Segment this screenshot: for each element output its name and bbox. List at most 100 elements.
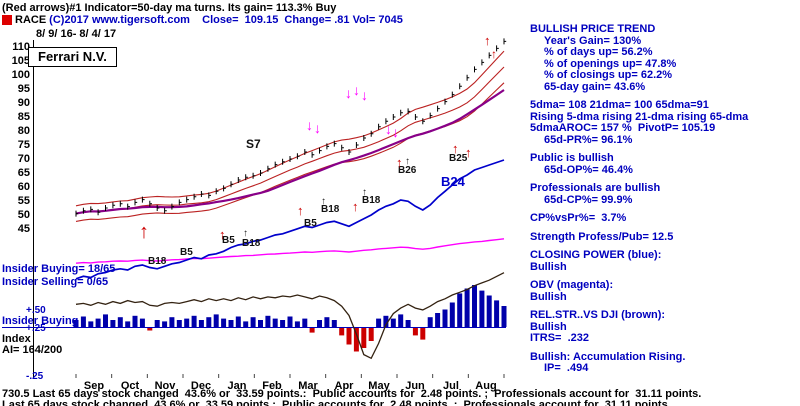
- signal-arrow-icon: ↓: [345, 85, 352, 101]
- stats-line: ITRS= .232: [530, 332, 590, 344]
- y-axis-label: 110: [12, 41, 30, 53]
- signal-arrow-icon: ↓: [314, 120, 321, 136]
- signal-label: B5: [222, 235, 235, 246]
- header-line2-text: (C)2017 www.tigersoft.com Close= 109.15 …: [49, 14, 403, 26]
- stats-line: 65d-PR%= 96.1%: [544, 133, 633, 146]
- signal-arrow-icon: ↑: [491, 47, 497, 61]
- stats-line: IP= .494: [544, 362, 589, 374]
- y-axis-label: 90: [17, 97, 30, 109]
- y-axis-label: 65: [17, 167, 30, 179]
- bullish-stats-panel: BULLISH PRICE TREND Year's Gain= 130%% of…: [530, 23, 798, 375]
- signal-label: B5: [304, 218, 317, 229]
- signal-label: B24: [441, 174, 465, 189]
- signal-arrow-icon: ↓: [392, 124, 399, 140]
- y-axis-label: 60: [17, 181, 30, 193]
- month-label: Jun: [405, 380, 425, 392]
- app-icon: [2, 15, 12, 26]
- stats-line: CP%vsPr%= 3.7%: [530, 212, 627, 224]
- chart-title-box: Ferrari N.V.: [28, 47, 117, 68]
- scale-plus50-label: +.50: [26, 305, 46, 316]
- stats-line: 65d-CP%= 99.9%: [544, 193, 633, 206]
- stats-line: Rising 5-dma rising 21-dma rising 65-dma: [530, 110, 749, 123]
- stats-line: CLOSING POWER (blue):: [530, 249, 662, 261]
- stats-line: Professionals are bullish: [530, 182, 661, 194]
- footer-line2: Last 65 days stock changed 43.6% or 33.5…: [2, 399, 671, 406]
- signal-arrow-icon: ↑: [396, 155, 403, 170]
- stats-line: Bullish: Accumulation Rising.: [530, 350, 686, 363]
- signal-label: B18: [242, 238, 261, 249]
- signal-arrow-icon: ↑: [405, 156, 410, 167]
- month-label: Feb: [262, 380, 282, 392]
- scale-plus25-label: +.25: [26, 323, 46, 334]
- signal-arrow-icon: ↑: [452, 141, 459, 156]
- y-axis-label: 80: [17, 125, 30, 137]
- y-axis-label: 85: [17, 111, 30, 123]
- month-label: Jan: [227, 380, 247, 392]
- stats-line: REL.STR..VS DJI (brown):: [530, 309, 666, 321]
- signal-arrow-icon: ↓: [361, 87, 368, 103]
- signal-label: B18: [148, 256, 167, 267]
- insider-buying-annotation: Insider Buying: [2, 315, 79, 327]
- month-label: Jul: [443, 380, 459, 392]
- ai-value-label: AI= 164/200: [2, 344, 63, 356]
- signal-arrow-icon: ↓: [385, 121, 392, 137]
- insider-selling-label: Insider Selling= 0/65: [2, 276, 109, 288]
- y-axis-label: 70: [17, 153, 30, 165]
- signal-label: B18: [321, 204, 340, 215]
- stats-line: OBV (magenta):: [530, 279, 614, 291]
- stats-line: % of closings up= 62.2%: [544, 69, 673, 81]
- stats-line: Bullish: [530, 320, 567, 333]
- month-label: Nov: [154, 380, 176, 392]
- y-axis-label: 55: [17, 195, 30, 207]
- stats-line: Bullish: [530, 290, 567, 303]
- signal-arrow-icon: ↑: [219, 227, 226, 242]
- stats-line: % of days up= 56.2%: [544, 46, 653, 58]
- y-axis-label: 45: [17, 223, 30, 235]
- signal-arrow-icon: ↑: [139, 221, 149, 243]
- signal-arrow-icon: ↑: [465, 145, 472, 160]
- header-line1: (Red arrows)#1 Indicator=50-day ma turns…: [2, 2, 337, 14]
- signal-label: S7: [246, 137, 261, 151]
- y-axis-label: 95: [17, 83, 30, 95]
- signal-arrow-icon: ↑: [297, 203, 304, 218]
- scale-minus25-label: -.25: [26, 371, 44, 382]
- month-label: Mar: [298, 380, 318, 392]
- signal-label: B25: [449, 153, 468, 164]
- signal-label: B18: [362, 195, 381, 206]
- accum-index-label: Index: [2, 333, 31, 345]
- date-range: 8/ 9/ 16- 8/ 4/ 17: [36, 28, 117, 40]
- month-label: May: [368, 380, 390, 392]
- signal-label: B26: [398, 165, 417, 176]
- y-axis-label: 100: [11, 69, 30, 81]
- stats-line: Public is bullish: [530, 152, 614, 164]
- y-axis-label: 75: [17, 139, 30, 151]
- stats-line: 65d-OP%= 46.4%: [544, 163, 633, 176]
- stats-line: 5dma= 108 21dma= 100 65dma=91: [530, 99, 709, 111]
- stats-line: 5dmaAROC= 157 % PivotP= 105.19: [530, 122, 716, 134]
- y-axis-label: 105: [11, 55, 30, 67]
- signal-label: B5: [180, 247, 193, 258]
- stats-line: BULLISH PRICE TREND: [530, 23, 656, 35]
- signal-arrow-icon: ↑: [362, 187, 367, 198]
- footer-line1: 730.5 Last 65 days stock changed 43.6% o…: [2, 388, 702, 400]
- y-axis-label: 50: [17, 209, 30, 221]
- header-line2: RACE (C)2017 www.tigersoft.com Close= 10…: [2, 14, 403, 26]
- stats-line: Bullish: [530, 260, 567, 273]
- signal-arrow-icon: ↑: [484, 33, 491, 48]
- month-label: Apr: [334, 380, 354, 392]
- insider-buying-label: Insider Buying= 18/65: [2, 263, 116, 275]
- month-label: Aug: [475, 380, 497, 392]
- month-label: Dec: [190, 380, 212, 392]
- stats-line: 65-day gain= 43.6%: [544, 80, 646, 93]
- signal-arrow-icon: ↓: [353, 82, 360, 98]
- month-label: Sep: [83, 380, 105, 392]
- signal-arrow-icon: ↑: [352, 199, 359, 214]
- signal-arrow-icon: ↓: [306, 117, 313, 133]
- month-label: Oct: [120, 380, 140, 392]
- signal-arrow-icon: ↑: [321, 196, 326, 207]
- stats-line: % of openings up= 47.8%: [544, 57, 677, 70]
- stats-line: Year's Gain= 130%: [544, 34, 642, 47]
- signal-arrow-icon: ↑: [243, 228, 248, 239]
